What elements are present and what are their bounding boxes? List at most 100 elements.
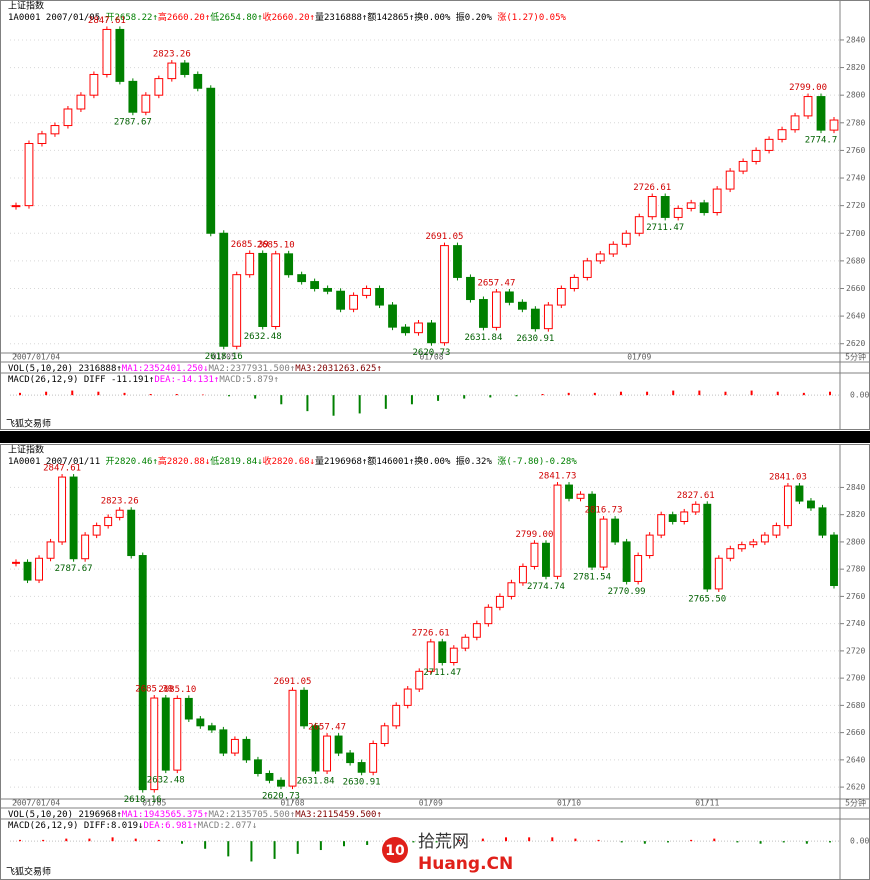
y-tick-label: 2760 bbox=[846, 592, 865, 601]
candle bbox=[265, 772, 274, 781]
quote-info: 1A0001 2007/01/05 开2658.22↑高2660.20↑低265… bbox=[8, 11, 566, 23]
candle bbox=[323, 735, 332, 772]
panel-title: 上证指数 bbox=[8, 444, 44, 456]
quote-info-segment: 量2316888↑ bbox=[315, 12, 367, 23]
extreme-label: 2841.73 bbox=[539, 472, 577, 482]
candle bbox=[608, 243, 618, 255]
quote-info-segment: 振0.32% bbox=[456, 455, 498, 467]
candle bbox=[712, 188, 722, 214]
watermark-logo: 10 bbox=[385, 843, 405, 859]
x-tick-label: 01/08 bbox=[280, 799, 304, 808]
candle bbox=[790, 115, 800, 131]
macd-info-segment: MACD(26,12,9) DIFF:8.019↓ bbox=[8, 821, 143, 831]
candle bbox=[543, 304, 553, 330]
candle bbox=[219, 232, 229, 347]
y-tick-label: 2780 bbox=[846, 565, 865, 574]
quote-info-segment: 高2820.88↓ bbox=[158, 455, 210, 467]
candle bbox=[388, 304, 397, 328]
extreme-label: 2630.91 bbox=[343, 778, 381, 788]
candle bbox=[92, 525, 101, 536]
candle bbox=[530, 308, 540, 330]
extreme-label: 2685.39 bbox=[135, 685, 173, 695]
candle bbox=[401, 326, 410, 334]
candle bbox=[12, 561, 20, 564]
candle bbox=[245, 252, 255, 276]
candle bbox=[553, 484, 562, 577]
candle bbox=[645, 534, 654, 557]
candle bbox=[161, 697, 170, 771]
quote-info-segment: 低2819.84↓ bbox=[210, 455, 262, 467]
candle bbox=[102, 28, 112, 75]
vol-info-segment: MA1:1943565.375↑ bbox=[122, 810, 209, 820]
candle bbox=[115, 28, 125, 82]
extreme-label: 2841.03 bbox=[769, 473, 807, 483]
extreme-label: 2799.00 bbox=[515, 530, 553, 540]
watermark-logo-circle bbox=[382, 837, 408, 863]
extreme-label: 2630.91 bbox=[516, 334, 554, 344]
extreme-label: 2774.7 bbox=[805, 136, 838, 146]
candle bbox=[50, 125, 60, 135]
candle bbox=[69, 476, 78, 560]
candle bbox=[751, 149, 761, 162]
extreme-label: 2685.10 bbox=[257, 240, 295, 250]
y-tick-label: 2640 bbox=[846, 312, 865, 321]
candle bbox=[81, 534, 90, 560]
x-tick-label: 2007/01/04 bbox=[12, 353, 60, 362]
candle bbox=[440, 245, 449, 344]
y-tick-label: 2800 bbox=[846, 537, 865, 546]
extreme-label: 2770.99 bbox=[608, 587, 646, 597]
quote-info-segment: 开2658.22↑ bbox=[106, 12, 158, 23]
y-tick-label: 2780 bbox=[846, 118, 865, 127]
candle bbox=[242, 738, 251, 761]
candle bbox=[714, 557, 723, 590]
candle bbox=[530, 542, 539, 567]
y-tick-label: 2840 bbox=[846, 35, 865, 44]
vol-info-segment: MA2:2135705.500↑ bbox=[209, 810, 296, 820]
candle bbox=[288, 689, 297, 787]
y-tick-label: 2640 bbox=[846, 755, 865, 764]
watermark: 10 拾荒网 Huang.CN bbox=[382, 832, 513, 874]
quote-info-segment: 涨(1.27)0.05% bbox=[497, 12, 566, 23]
candle bbox=[595, 253, 605, 262]
y-tick-label: 2740 bbox=[846, 619, 865, 628]
quote-info-segment: 高2660.20↑ bbox=[158, 11, 210, 23]
candle bbox=[334, 735, 343, 754]
candle bbox=[569, 276, 579, 289]
candle bbox=[760, 534, 769, 543]
extreme-label: 2847.61 bbox=[43, 464, 81, 474]
extreme-label: 2765.50 bbox=[688, 594, 726, 604]
candle bbox=[703, 503, 712, 590]
candle bbox=[764, 138, 774, 151]
y-tick-label: 2820 bbox=[846, 510, 865, 519]
candle bbox=[726, 548, 735, 559]
y-tick-label: 2720 bbox=[846, 646, 865, 655]
candle bbox=[725, 170, 735, 190]
footer-label: 飞狐交易师 bbox=[6, 866, 51, 878]
y-tick-label: 2760 bbox=[846, 146, 865, 155]
vol-info: VOL(5,10,20) 2316888↑MA1:2352401.250↓MA2… bbox=[8, 364, 382, 374]
quote-info: 1A0001 2007/01/11 开2820.46↑高2820.88↓低281… bbox=[8, 455, 577, 467]
axis-unit: 5分钟 bbox=[845, 798, 866, 808]
candle bbox=[37, 133, 47, 145]
axis-unit: 5分钟 bbox=[845, 352, 866, 362]
candle bbox=[310, 281, 320, 289]
candle bbox=[783, 485, 792, 527]
candle bbox=[749, 541, 758, 546]
extreme-label: 2726.61 bbox=[633, 183, 671, 193]
candle bbox=[576, 493, 585, 499]
candle bbox=[479, 299, 488, 328]
quote-info-segment: 额142865↑ bbox=[367, 11, 414, 23]
vol-info: VOL(5,10,20) 2196968↑MA1:1943565.375↑MA2… bbox=[8, 810, 382, 820]
candle bbox=[115, 509, 124, 518]
vol-info-segment: VOL(5,10,20) 2196968↑ bbox=[8, 810, 122, 820]
candle bbox=[46, 541, 55, 559]
macd-info-segment: DEA:6.981↑ bbox=[143, 821, 197, 831]
extreme-label: 2657.47 bbox=[308, 723, 346, 733]
candle bbox=[556, 287, 566, 306]
candle bbox=[375, 287, 384, 306]
candle bbox=[104, 516, 113, 527]
extreme-label: 2774.74 bbox=[527, 582, 565, 592]
candle bbox=[219, 729, 228, 754]
candle bbox=[76, 94, 86, 110]
